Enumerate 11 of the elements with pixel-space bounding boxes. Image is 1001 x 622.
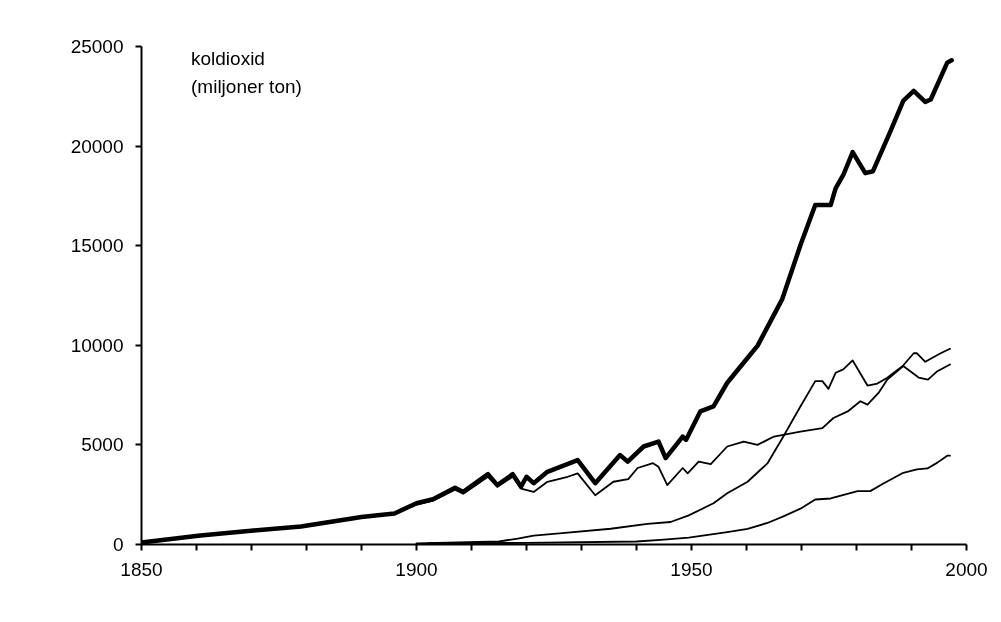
x-tick-label: 1900 xyxy=(395,558,438,580)
x-tick-label: 2000 xyxy=(945,558,988,580)
y-tick-label: 15000 xyxy=(70,235,124,257)
y-tick-label: 10000 xyxy=(70,334,124,356)
y-tick-label: 0 xyxy=(112,534,124,555)
x-tick-label: 1850 xyxy=(120,558,163,580)
x-tick-label: 1950 xyxy=(670,558,713,580)
y-axis-title: koldioxid (miljoner ton) xyxy=(191,48,302,97)
y-tick-label: 25000 xyxy=(70,36,124,57)
y-tick-label: 5000 xyxy=(81,434,124,456)
y-tick-label: 20000 xyxy=(70,135,124,157)
